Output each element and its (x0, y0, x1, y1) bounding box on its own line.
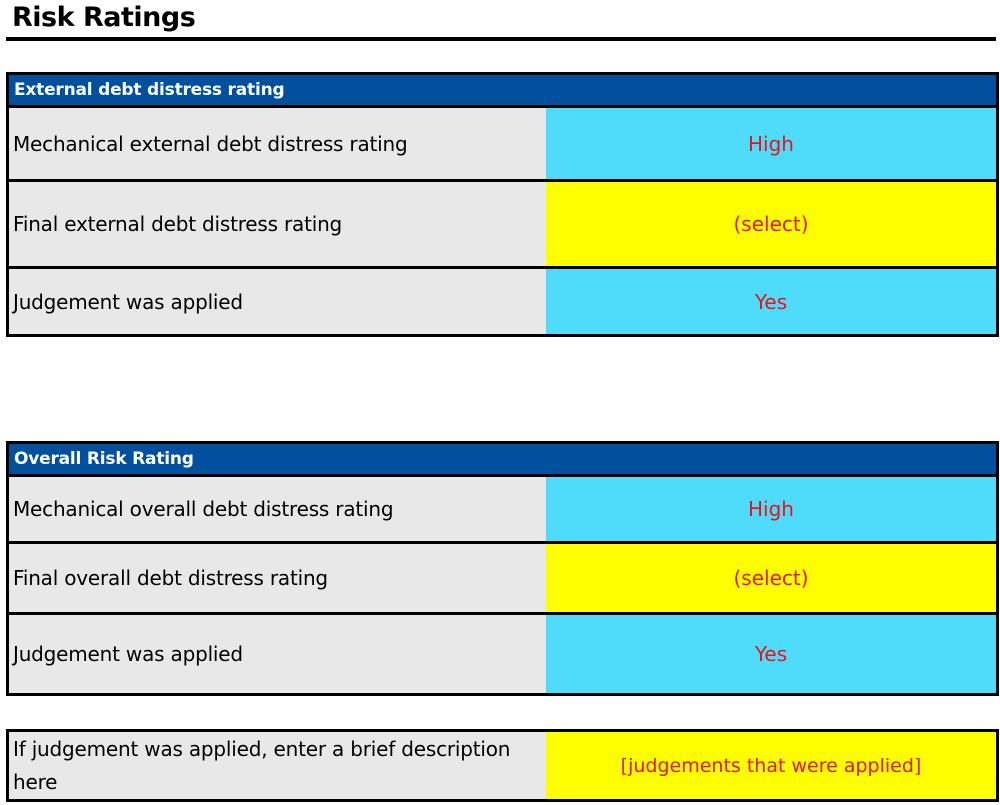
external-rating-table: External debt distress rating Mechanical… (6, 72, 999, 337)
external-judgement-applied-value: Yes (546, 269, 996, 334)
judgement-description-label: If judgement was applied, enter a brief … (9, 732, 546, 799)
table-row: Mechanical external debt distress rating… (9, 108, 996, 182)
judgement-description-table: If judgement was applied, enter a brief … (6, 729, 999, 802)
final-external-rating-select[interactable]: (select) (546, 182, 996, 266)
final-overall-rating-select[interactable]: (select) (546, 544, 996, 612)
mechanical-external-rating-value: High (546, 108, 996, 179)
overall-judgement-applied-label: Judgement was applied (9, 615, 546, 693)
table-row: If judgement was applied, enter a brief … (9, 732, 996, 799)
mechanical-external-rating-label: Mechanical external debt distress rating (9, 108, 546, 179)
title-divider (6, 37, 996, 41)
table-row: Final overall debt distress rating (sele… (9, 544, 996, 615)
external-judgement-applied-label: Judgement was applied (9, 269, 546, 334)
judgement-description-input[interactable]: [judgements that were applied] (546, 732, 996, 799)
table-row: Mechanical overall debt distress rating … (9, 477, 996, 544)
mechanical-overall-rating-value: High (546, 477, 996, 541)
overall-rating-header: Overall Risk Rating (9, 444, 996, 477)
final-external-rating-label: Final external debt distress rating (9, 182, 546, 266)
page-title: Risk Ratings (12, 2, 196, 33)
mechanical-overall-rating-label: Mechanical overall debt distress rating (9, 477, 546, 541)
table-row: Final external debt distress rating (sel… (9, 182, 996, 269)
overall-judgement-applied-value: Yes (546, 615, 996, 693)
overall-rating-table: Overall Risk Rating Mechanical overall d… (6, 441, 999, 696)
table-row: Judgement was applied Yes (9, 269, 996, 334)
table-row: Judgement was applied Yes (9, 615, 996, 693)
external-rating-header: External debt distress rating (9, 75, 996, 108)
final-overall-rating-label: Final overall debt distress rating (9, 544, 546, 612)
